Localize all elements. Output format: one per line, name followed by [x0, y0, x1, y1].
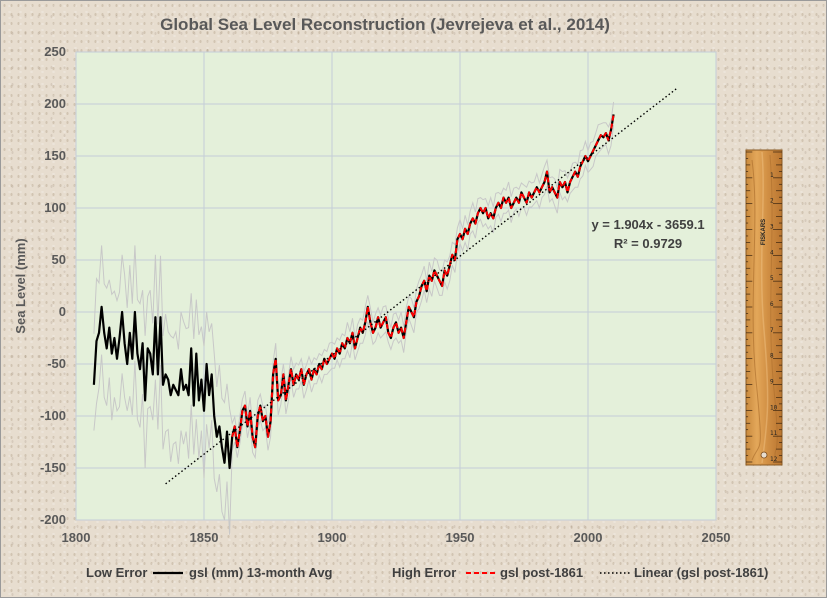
y-tick-label: 0 — [59, 304, 66, 319]
legend-high-error: High Error — [392, 565, 456, 580]
x-tick-label: 1850 — [190, 530, 219, 545]
legend-linear: Linear (gsl post-1861) — [634, 565, 768, 580]
x-tick-label: 2000 — [574, 530, 603, 545]
high-error-line — [93, 101, 615, 435]
ruler-tick-label: 4 — [770, 249, 774, 256]
gridlines — [75, 51, 717, 521]
ruler-hole — [760, 451, 768, 459]
ruler-tick-label: 1 — [770, 172, 774, 179]
ruler-tick-label: 9 — [770, 379, 774, 386]
legend: Low Error gsl (mm) 13-month Avg High Error… — [86, 565, 768, 580]
ruler-brand: FISKARS — [761, 219, 767, 245]
ruler-tick-label: 5 — [770, 275, 774, 282]
y-tick-label: -100 — [40, 408, 66, 423]
ruler-tick-label: 10 — [770, 404, 778, 411]
ruler-tick-label: 11 — [770, 430, 778, 437]
y-tick-label: 200 — [44, 96, 66, 111]
x-axis-ticks: 1800 1850 1900 1950 2000 2050 — [62, 530, 731, 545]
error-band-lines — [93, 101, 615, 535]
x-tick-label: 1950 — [446, 530, 475, 545]
ruler-tick-label: 7 — [770, 327, 774, 334]
ruler-tick-label: 3 — [770, 224, 774, 231]
y-axis-label: Sea Level (mm) — [13, 238, 28, 333]
gsl-post-1861-line — [231, 114, 615, 449]
low-error-line — [93, 124, 615, 535]
chart-title: Global Sea Level Reconstruction (Jevreje… — [160, 15, 610, 34]
ruler-tick-label: 6 — [770, 301, 774, 308]
ruler-tick-label: 12 — [770, 456, 778, 463]
y-tick-label: 150 — [44, 148, 66, 163]
r-squared-label: R² = 0.9729 — [614, 236, 682, 251]
legend-gsl-13-month-avg: gsl (mm) 13-month Avg — [189, 565, 333, 580]
y-tick-label: 50 — [52, 252, 66, 267]
ruler-tick-label: 2 — [770, 198, 774, 205]
x-tick-label: 2050 — [702, 530, 731, 545]
y-tick-label: 100 — [44, 200, 66, 215]
y-tick-label: 250 — [44, 44, 66, 59]
x-tick-label: 1800 — [62, 530, 91, 545]
legend-low-error: Low Error — [86, 565, 147, 580]
ruler-tick-label: 8 — [770, 353, 774, 360]
y-tick-label: -200 — [40, 512, 66, 527]
y-tick-label: -150 — [40, 460, 66, 475]
x-tick-label: 1900 — [318, 530, 347, 545]
trend-equation: y = 1.904x - 3659.1 — [591, 217, 704, 232]
legend-gsl-post-1861: gsl post-1861 — [500, 565, 583, 580]
y-tick-label: -50 — [47, 356, 66, 371]
y-axis-ticks: 250 200 150 100 50 0 -50 -100 -150 -200 — [40, 44, 66, 527]
